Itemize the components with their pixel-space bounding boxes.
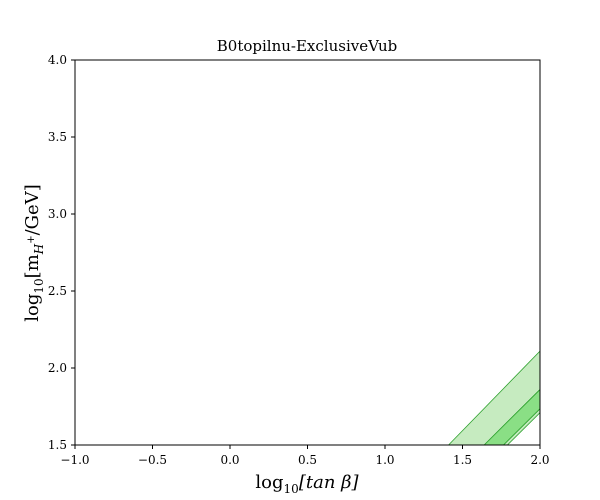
x-tick-label: −0.5: [138, 453, 167, 467]
x-tick-label: 2.0: [530, 453, 549, 467]
region-1: [447, 350, 541, 446]
y-tick-label: 1.5: [48, 438, 67, 452]
y-tick-label: 3.5: [48, 130, 67, 144]
x-tick-label: 0.0: [220, 453, 239, 467]
chart-title: B0topilnu-ExclusiveVub: [217, 37, 397, 55]
x-tick-label: 1.5: [453, 453, 472, 467]
x-tick-label: −1.0: [60, 453, 89, 467]
y-axis-label: log10[mH+/GeV]: [22, 184, 46, 321]
y-tick-label: 4.0: [48, 53, 67, 67]
y-axis-ticks: 1.5 2.0 2.5 3.0 3.5 4.0: [48, 53, 75, 452]
y-tick-label: 3.0: [48, 207, 67, 221]
x-tick-label: 0.5: [298, 453, 317, 467]
y-tick-label: 2.5: [48, 284, 67, 298]
x-axis-ticks: −1.0 −0.5 0.0 0.5 1.0 1.5 2.0: [60, 445, 550, 467]
x-axis-label: log10[tan β]: [255, 472, 359, 496]
allowed-regions: [447, 350, 541, 446]
y-tick-label: 2.0: [48, 361, 67, 375]
plot-frame: [74, 59, 541, 446]
x-tick-label: 1.0: [375, 453, 394, 467]
